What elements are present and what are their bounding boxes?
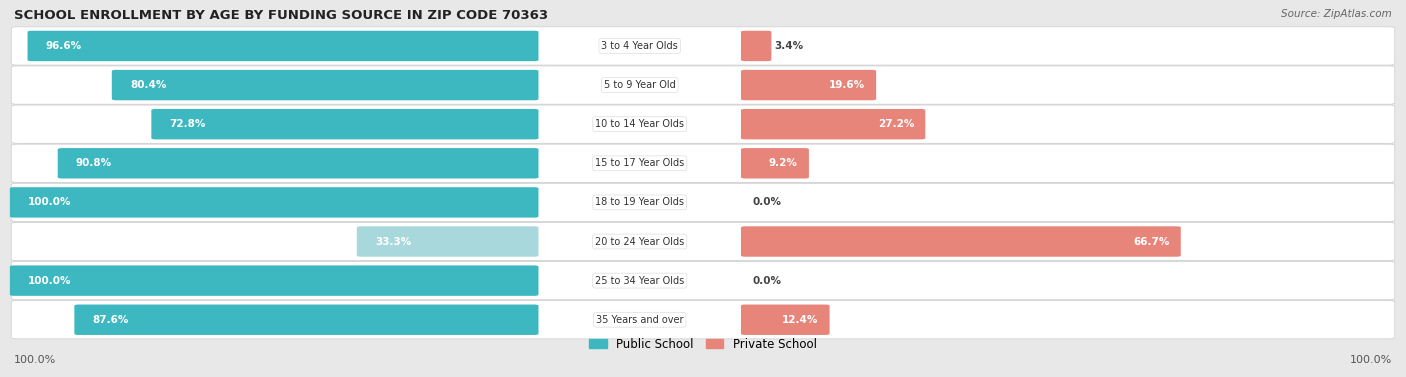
Text: 33.3%: 33.3% [375, 236, 412, 247]
FancyBboxPatch shape [11, 105, 1395, 143]
Text: 20 to 24 Year Olds: 20 to 24 Year Olds [595, 236, 685, 247]
FancyBboxPatch shape [741, 148, 808, 178]
FancyBboxPatch shape [741, 109, 925, 139]
FancyBboxPatch shape [741, 226, 1181, 257]
FancyBboxPatch shape [112, 70, 538, 100]
Text: 25 to 34 Year Olds: 25 to 34 Year Olds [595, 276, 685, 286]
Text: 5 to 9 Year Old: 5 to 9 Year Old [603, 80, 676, 90]
Text: 12.4%: 12.4% [782, 315, 818, 325]
FancyBboxPatch shape [11, 183, 1395, 222]
FancyBboxPatch shape [741, 305, 830, 335]
Text: 90.8%: 90.8% [76, 158, 112, 168]
FancyBboxPatch shape [741, 31, 772, 61]
Text: 27.2%: 27.2% [877, 119, 914, 129]
Text: 18 to 19 Year Olds: 18 to 19 Year Olds [595, 198, 685, 207]
Text: 100.0%: 100.0% [28, 276, 72, 286]
FancyBboxPatch shape [741, 70, 876, 100]
Text: 80.4%: 80.4% [131, 80, 166, 90]
Text: 19.6%: 19.6% [828, 80, 865, 90]
FancyBboxPatch shape [75, 305, 538, 335]
Text: 15 to 17 Year Olds: 15 to 17 Year Olds [595, 158, 685, 168]
FancyBboxPatch shape [11, 66, 1395, 104]
Text: Source: ZipAtlas.com: Source: ZipAtlas.com [1281, 9, 1392, 20]
FancyBboxPatch shape [10, 265, 538, 296]
FancyBboxPatch shape [11, 262, 1395, 300]
Text: 66.7%: 66.7% [1133, 236, 1170, 247]
FancyBboxPatch shape [58, 148, 538, 178]
FancyBboxPatch shape [11, 300, 1395, 339]
FancyBboxPatch shape [152, 109, 538, 139]
Text: 72.8%: 72.8% [170, 119, 207, 129]
Text: 3.4%: 3.4% [775, 41, 803, 51]
Text: 10 to 14 Year Olds: 10 to 14 Year Olds [595, 119, 685, 129]
Text: 0.0%: 0.0% [752, 198, 782, 207]
Text: 87.6%: 87.6% [93, 315, 129, 325]
Text: 96.6%: 96.6% [46, 41, 82, 51]
Text: SCHOOL ENROLLMENT BY AGE BY FUNDING SOURCE IN ZIP CODE 70363: SCHOOL ENROLLMENT BY AGE BY FUNDING SOUR… [14, 9, 548, 22]
Text: 0.0%: 0.0% [752, 276, 782, 286]
Text: 100.0%: 100.0% [14, 355, 56, 365]
Text: 100.0%: 100.0% [28, 198, 72, 207]
FancyBboxPatch shape [357, 226, 538, 257]
Text: 35 Years and over: 35 Years and over [596, 315, 683, 325]
FancyBboxPatch shape [11, 222, 1395, 261]
Text: 100.0%: 100.0% [1350, 355, 1392, 365]
FancyBboxPatch shape [28, 31, 538, 61]
Text: 3 to 4 Year Olds: 3 to 4 Year Olds [602, 41, 678, 51]
Legend: Public School, Private School: Public School, Private School [586, 334, 820, 354]
FancyBboxPatch shape [11, 27, 1395, 65]
FancyBboxPatch shape [10, 187, 538, 218]
Text: 9.2%: 9.2% [769, 158, 797, 168]
FancyBboxPatch shape [11, 144, 1395, 182]
